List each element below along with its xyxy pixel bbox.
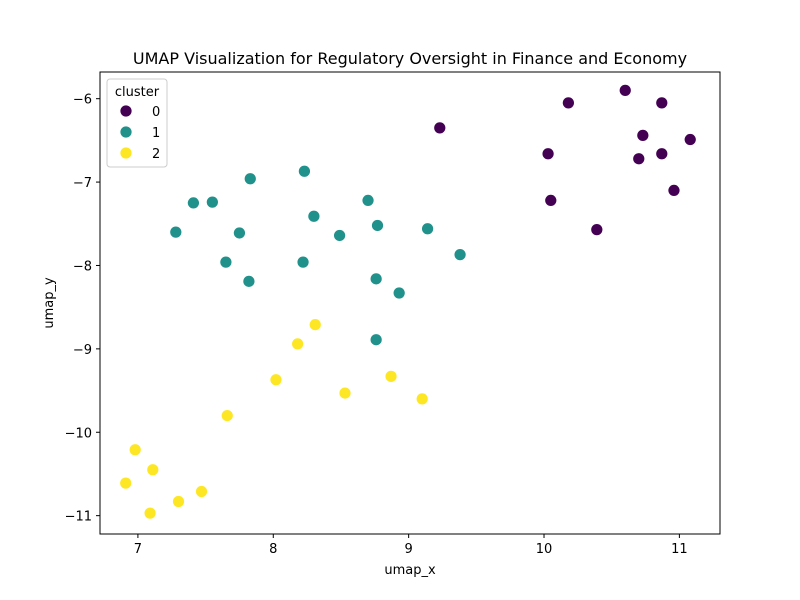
data-point-cluster-1-6 bbox=[371, 219, 384, 232]
x-axis-label: umap_x bbox=[384, 563, 436, 578]
legend-box bbox=[106, 78, 168, 168]
y-tick-label: −8 bbox=[73, 259, 92, 274]
data-point-cluster-2-11 bbox=[172, 495, 185, 508]
data-point-cluster-2-0 bbox=[308, 318, 322, 332]
plot-frame bbox=[99, 71, 721, 535]
legend-label-cluster-2: 2 bbox=[152, 147, 160, 162]
points-layer bbox=[119, 83, 697, 520]
data-point-cluster-2-2 bbox=[269, 373, 283, 387]
data-point-cluster-1-15 bbox=[369, 272, 383, 286]
data-point-cluster-1-7 bbox=[421, 222, 434, 236]
legend-label-cluster-1: 1 bbox=[152, 126, 160, 141]
data-point-cluster-2-12 bbox=[143, 506, 157, 520]
data-point-cluster-2-1 bbox=[291, 337, 305, 351]
legend-title: cluster bbox=[115, 85, 160, 100]
x-tick-label: 9 bbox=[405, 542, 413, 557]
data-point-cluster-0-8 bbox=[683, 133, 697, 146]
y-tick-label: −7 bbox=[73, 176, 92, 191]
legend-items: 0 1 2 bbox=[119, 104, 160, 162]
data-point-cluster-0-1 bbox=[562, 96, 575, 110]
data-point-cluster-1-8 bbox=[169, 225, 183, 239]
data-point-cluster-0-3 bbox=[655, 96, 669, 110]
data-point-cluster-2-9 bbox=[119, 476, 133, 490]
data-point-cluster-1-13 bbox=[296, 255, 310, 269]
data-point-cluster-0-9 bbox=[667, 184, 681, 197]
x-tick-label: 10 bbox=[536, 542, 553, 557]
data-point-cluster-1-4 bbox=[361, 194, 375, 207]
data-point-cluster-1-17 bbox=[369, 333, 383, 347]
data-point-cluster-1-9 bbox=[233, 226, 246, 240]
data-point-cluster-1-11 bbox=[453, 248, 467, 262]
legend-marker-cluster-2 bbox=[119, 146, 133, 160]
x-tick-label: 8 bbox=[269, 542, 277, 557]
data-point-cluster-0-10 bbox=[544, 194, 558, 207]
data-point-cluster-0-2 bbox=[618, 83, 632, 97]
ticks-layer: 7 8 9 10 11−6−7−8−9−10−11 bbox=[65, 93, 688, 557]
data-point-cluster-2-4 bbox=[338, 386, 352, 400]
data-point-cluster-1-16 bbox=[392, 286, 406, 300]
y-tick-label: −10 bbox=[65, 426, 92, 441]
data-point-cluster-0-11 bbox=[590, 223, 604, 236]
data-point-cluster-1-0 bbox=[298, 164, 311, 178]
legend-marker-cluster-0 bbox=[119, 104, 133, 118]
data-point-cluster-1-10 bbox=[333, 229, 346, 242]
y-tick-label: −9 bbox=[73, 343, 92, 358]
data-point-cluster-2-3 bbox=[384, 370, 398, 383]
data-point-cluster-2-8 bbox=[146, 463, 160, 477]
x-tick-label: 7 bbox=[134, 542, 142, 557]
data-point-cluster-2-10 bbox=[195, 485, 208, 498]
data-point-cluster-2-7 bbox=[128, 443, 142, 457]
data-point-cluster-2-6 bbox=[220, 409, 234, 422]
data-point-cluster-1-5 bbox=[307, 209, 321, 223]
legend-marker-cluster-1 bbox=[119, 125, 133, 139]
data-point-cluster-0-5 bbox=[541, 147, 555, 161]
legend-label-cluster-0: 0 bbox=[152, 105, 160, 120]
y-axis-label: umap_y bbox=[42, 277, 57, 329]
data-point-cluster-1-14 bbox=[242, 274, 256, 288]
data-point-cluster-0-4 bbox=[636, 129, 650, 142]
y-tick-label: −11 bbox=[65, 510, 92, 525]
chart-title: UMAP Visualization for Regulatory Oversi… bbox=[133, 49, 687, 68]
data-point-cluster-0-6 bbox=[632, 152, 646, 166]
legend: cluster 0 1 2 bbox=[106, 78, 168, 168]
data-point-cluster-2-5 bbox=[415, 392, 429, 406]
x-tick-label: 11 bbox=[671, 542, 688, 557]
data-point-cluster-0-7 bbox=[655, 147, 669, 161]
data-point-cluster-1-2 bbox=[187, 196, 200, 210]
data-point-cluster-1-3 bbox=[205, 195, 219, 209]
data-point-cluster-1-12 bbox=[219, 255, 233, 269]
data-point-cluster-0-0 bbox=[433, 121, 447, 135]
data-point-cluster-1-1 bbox=[243, 172, 257, 186]
y-tick-label: −6 bbox=[73, 93, 92, 108]
